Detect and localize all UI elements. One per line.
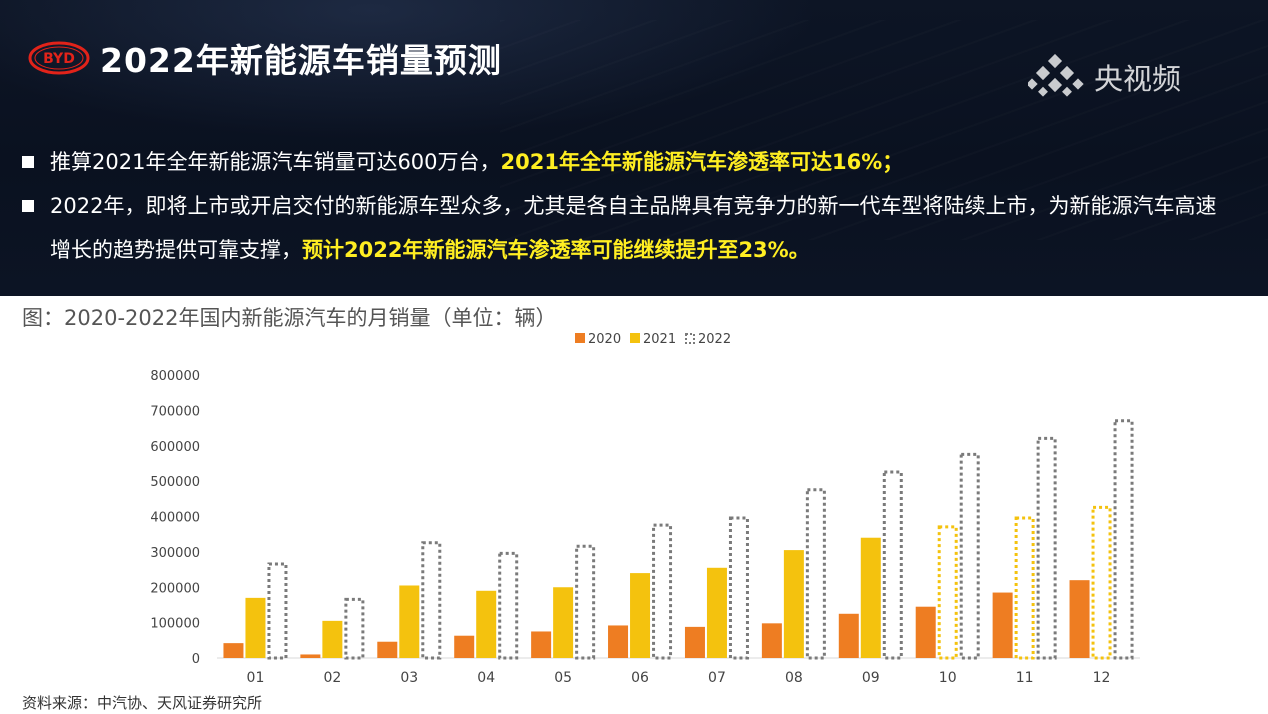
- y-tick-label: 600000: [150, 440, 200, 455]
- header-banner: BYD 2022年新能源车销量预测 央视频 推算2021年全年新能源汽车销量可达…: [0, 0, 1268, 296]
- bar-2022-04: [498, 551, 519, 660]
- bar-2020-12: [1069, 580, 1090, 658]
- bar-2022-07: [728, 516, 749, 660]
- y-tick-label: 500000: [150, 475, 200, 490]
- bar-2020-06: [608, 625, 629, 658]
- legend-label-2021: 2021: [643, 332, 676, 347]
- square-bullet-icon: [22, 200, 34, 212]
- cctv-video-logo-icon: [1028, 54, 1084, 97]
- bullet-text: 2022年，即将上市或开启交付的新能源车型众多，尤其是各自主品牌具有竞争力的新一…: [50, 184, 1230, 272]
- y-tick-label: 0: [192, 652, 200, 667]
- bar-2020-10: [915, 606, 936, 658]
- bar-2022-08: [805, 488, 826, 660]
- bullet-plain-text: 推算2021年全年新能源汽车销量可达600万台，: [50, 150, 501, 174]
- bar-2022-12: [1113, 419, 1134, 660]
- bar-2022-11: [1036, 436, 1057, 660]
- byd-logo-icon: BYD: [28, 41, 90, 75]
- legend-swatch-2020: [575, 333, 585, 343]
- y-tick-label: 700000: [150, 404, 200, 419]
- y-tick-label: 200000: [150, 581, 200, 596]
- bar-2021-10: [937, 525, 958, 660]
- x-tick-label: 07: [708, 670, 726, 686]
- bar-2022-01: [267, 562, 288, 660]
- x-tick-label: 03: [400, 670, 418, 686]
- bar-2020-07: [684, 626, 705, 658]
- y-tick-label: 800000: [150, 369, 200, 384]
- figure-title: 图：2020-2022年国内新能源汽车的月销量（单位：辆）: [22, 306, 557, 330]
- bar-2021-11: [1014, 516, 1035, 660]
- x-tick-label: 02: [323, 670, 341, 686]
- bullet-list: 推算2021年全年新能源汽车销量可达600万台，2021年全年新能源汽车渗透率可…: [20, 140, 1250, 272]
- bar-2020-01: [223, 643, 244, 658]
- bar-2022-10: [959, 452, 980, 660]
- bar-2020-02: [300, 654, 321, 658]
- x-tick-label: 04: [477, 670, 495, 686]
- bar-2022-05: [575, 544, 596, 660]
- bar-2020-03: [377, 641, 398, 658]
- bar-2021-02: [322, 620, 343, 658]
- x-tick-label: 11: [1016, 670, 1034, 686]
- legend-swatch-2021: [630, 333, 640, 343]
- bar-2022-03: [421, 541, 442, 660]
- bullet-highlight-text: 预计2022年新能源汽车渗透率可能继续提升至23%。: [302, 238, 810, 262]
- bar-2022-09: [882, 470, 903, 660]
- svg-text:BYD: BYD: [43, 51, 75, 67]
- watermark-text: 央视频: [1094, 62, 1182, 96]
- bar-2021-03: [399, 585, 420, 658]
- x-tick-label: 09: [862, 670, 880, 686]
- bullet-text: 推算2021年全年新能源汽车销量可达600万台，2021年全年新能源汽车渗透率可…: [50, 140, 1230, 184]
- bar-2021-12: [1091, 505, 1112, 660]
- monthly-sales-chart: 0 100000 200000 300000 400000 500000 600000 700…: [150, 332, 1140, 686]
- bar-2022-02: [344, 597, 365, 660]
- bar-2021-04: [476, 590, 497, 658]
- slide-title: 2022年新能源车销量预测: [100, 41, 502, 80]
- bullet-item: 2022年，即将上市或开启交付的新能源车型众多，尤其是各自主品牌具有竞争力的新一…: [20, 184, 1250, 272]
- y-tick-label: 300000: [150, 546, 200, 561]
- bullet-item: 推算2021年全年新能源汽车销量可达600万台，2021年全年新能源汽车渗透率可…: [20, 140, 1250, 184]
- source-note: 资料来源：中汽协、天风证券研究所: [22, 694, 263, 712]
- bar-2021-01: [245, 597, 266, 658]
- bar-2021-07: [706, 567, 727, 658]
- y-tick-label: 100000: [150, 617, 200, 632]
- bar-2020-08: [761, 623, 782, 658]
- x-tick-label: 12: [1093, 670, 1111, 686]
- y-tick-label: 400000: [150, 511, 200, 526]
- legend-label-2020: 2020: [588, 332, 621, 347]
- legend-label-2022: 2022: [698, 332, 731, 347]
- x-tick-label: 08: [785, 670, 803, 686]
- bar-2020-09: [838, 613, 859, 658]
- bullet-plain-text: 2022年，即将上市或开启交付的新能源车型众多，尤其是各自主品牌具有竞争力的新一…: [50, 194, 1217, 262]
- bullet-highlight-text: 2021年全年新能源汽车渗透率可达16%；: [500, 150, 904, 174]
- legend-swatch-2022: [685, 333, 695, 344]
- square-bullet-icon: [22, 156, 34, 168]
- x-tick-label: 10: [939, 670, 957, 686]
- bar-2020-05: [531, 631, 552, 658]
- bar-2020-04: [454, 635, 475, 658]
- bar-2021-06: [630, 573, 651, 658]
- bar-2022-06: [652, 523, 673, 660]
- watermark: 央视频: [1028, 54, 1181, 100]
- bar-2021-09: [860, 537, 881, 658]
- x-tick-label: 06: [631, 670, 649, 686]
- x-tick-label: 05: [554, 670, 572, 686]
- bar-2020-11: [992, 592, 1013, 658]
- bar-2021-08: [783, 550, 804, 658]
- bar-2021-05: [553, 587, 574, 658]
- x-tick-label: 01: [247, 670, 265, 686]
